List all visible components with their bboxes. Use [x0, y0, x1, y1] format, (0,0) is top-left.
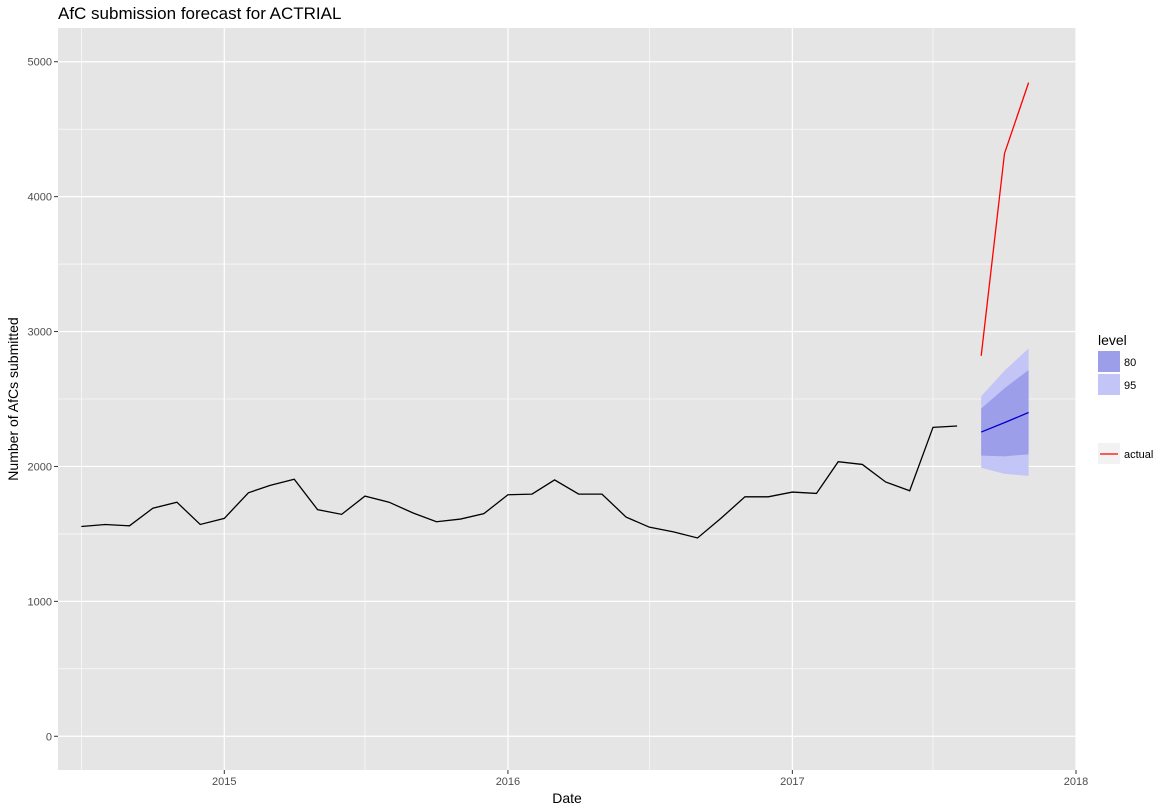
- legend: level 80 95 actual: [1098, 332, 1153, 464]
- legend-label-95: 95: [1124, 380, 1136, 392]
- history-line: [81, 425, 958, 539]
- y-axis-title: Number of AfCs submitted: [5, 317, 21, 480]
- y-tick-label: 3000: [28, 327, 52, 339]
- y-tick-label: 1000: [28, 596, 52, 608]
- series-lines: [81, 82, 1030, 539]
- legend-title: level: [1098, 332, 1127, 348]
- y-axis-ticks: 0 1000 2000 3000 4000 5000: [28, 57, 58, 743]
- band-80: [981, 369, 1029, 457]
- forecast-bands: [981, 348, 1029, 476]
- y-tick-label: 0: [46, 731, 52, 743]
- y-tick-label: 2000: [28, 461, 52, 473]
- x-axis-title: Date: [552, 790, 582, 806]
- legend-swatch-95: [1098, 374, 1120, 395]
- legend-swatch-80: [1098, 351, 1120, 372]
- x-tick-label: 2017: [780, 776, 804, 788]
- x-axis-ticks: 2015 2016 2017 2018: [212, 770, 1088, 788]
- forecast-mean-line: [980, 411, 1029, 433]
- x-tick-label: 2015: [212, 776, 236, 788]
- x-tick-label: 2016: [496, 776, 520, 788]
- legend-label-80: 80: [1124, 357, 1136, 369]
- chart-title: AfC submission forecast for ACTRIAL: [58, 4, 341, 23]
- y-tick-label: 4000: [28, 192, 52, 204]
- legend-label-actual: actual: [1124, 449, 1153, 461]
- grid-lines: [58, 28, 1077, 770]
- actual-line: [980, 82, 1030, 356]
- y-tick-label: 5000: [28, 57, 52, 69]
- x-tick-label: 2018: [1064, 776, 1088, 788]
